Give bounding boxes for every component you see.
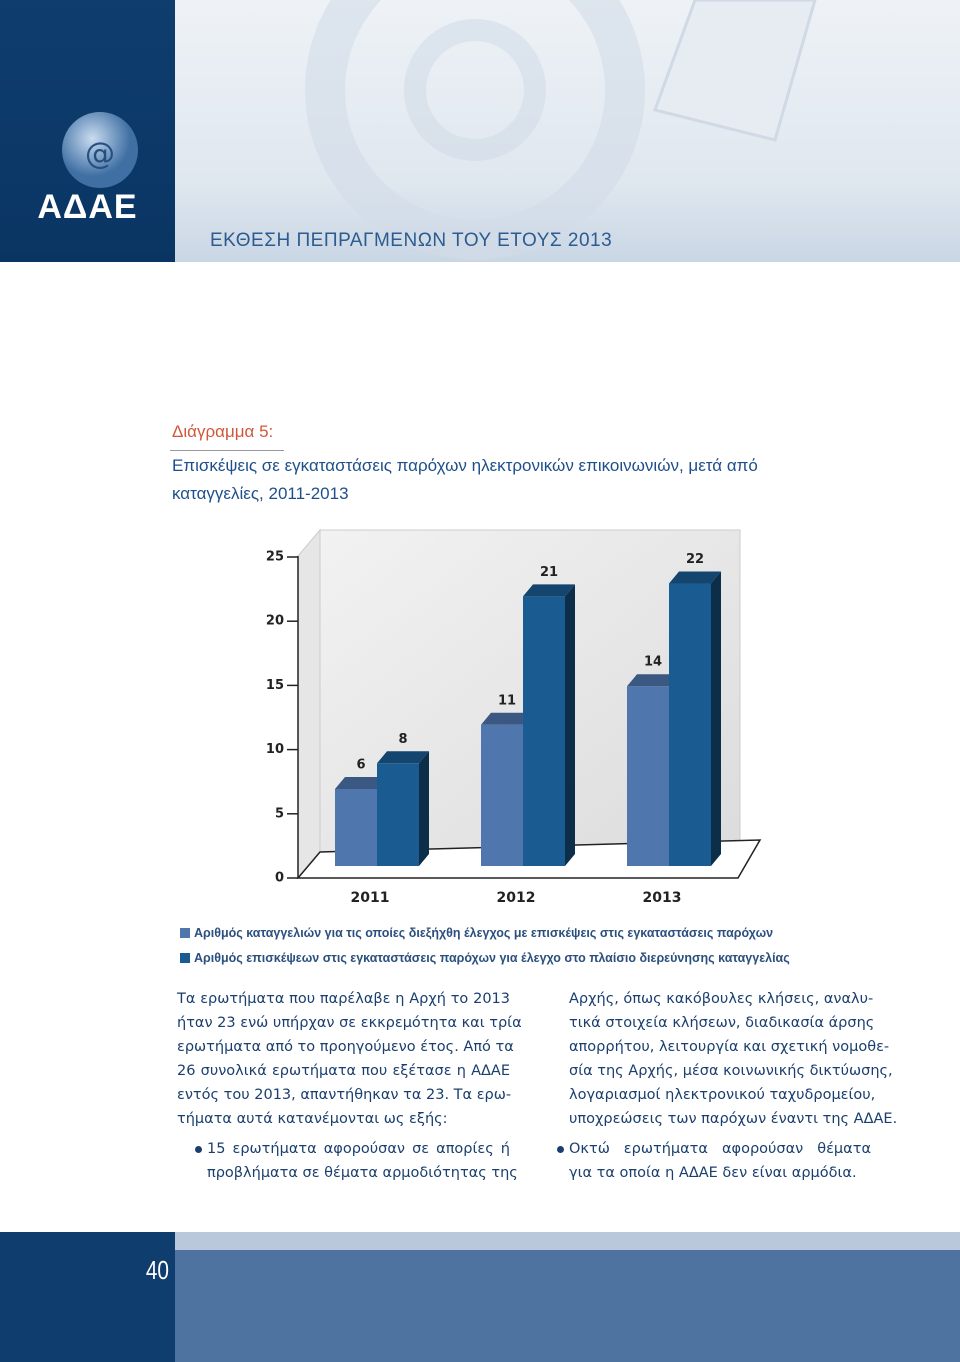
value-label: 8 — [398, 732, 407, 747]
header-art — [305, 0, 817, 260]
y-tick-label: 0 — [275, 871, 284, 886]
chart-title: Επισκέψεις σε εγκαταστάσεις παρόχων ηλεκ… — [172, 456, 758, 503]
text-line: τήματα αυτά κατανέμονται ως εξής: — [177, 1111, 448, 1127]
bullet-dot — [195, 1146, 202, 1153]
bar-top — [627, 674, 679, 687]
text-line: 15 ερωτήματα αφορούσαν σε απορίες ή — [207, 1141, 510, 1157]
text-line: ήταν 23 ενώ υπήρχαν σε εκκρεμότητα και τ… — [177, 1015, 522, 1031]
bar-top — [335, 776, 387, 789]
logo-emblem: @ — [62, 112, 138, 188]
value-label: 11 — [498, 693, 516, 708]
text-line: προβλήματα σε θέματα αρμοδιότητας της — [207, 1165, 518, 1181]
bar-top — [669, 571, 721, 584]
footer-band — [175, 1232, 960, 1250]
y-tick-label: 5 — [275, 806, 284, 821]
bar-front — [627, 686, 669, 866]
y-tick-label: 20 — [266, 614, 284, 629]
text-line: υποχρεώσεις των παρόχων έναντι της ΑΔΑΕ. — [569, 1111, 898, 1127]
chart: 0 5 10 15 20 25 2011 6 8 2012 11 21 2013 14 22 — [266, 528, 762, 906]
bar-front — [377, 763, 419, 866]
bullet-item: Οκτώ ερωτήματα αφορούσαν θέματα για τα οπ… — [557, 1137, 871, 1185]
bar-front — [669, 583, 711, 866]
text-line: απορρήτου, λειτουργία και σχετική νομοθε… — [569, 1039, 890, 1055]
bullet-dot — [557, 1146, 564, 1153]
legend-entry: Αριθμός καταγγελιών για τις οποίες διεξή… — [180, 926, 773, 940]
side-wall — [297, 528, 321, 880]
value-label: 14 — [644, 655, 662, 670]
bar-side — [419, 751, 429, 866]
bullet-item: 15 ερωτήματα αφορούσαν σε απορίες ή προβλ… — [195, 1137, 518, 1185]
value-label: 6 — [356, 757, 365, 772]
bar-front — [481, 724, 523, 866]
y-tick-label: 15 — [266, 678, 284, 693]
legend-swatch — [180, 953, 190, 963]
bar-top — [481, 712, 533, 725]
legend-label: Αριθμός καταγγελιών για τις οποίες διεξή… — [194, 926, 774, 940]
header-logo-panel: @ — [0, 0, 175, 262]
legend-label: Αριθμός επισκέψεων στις εγκαταστάσεις πα… — [194, 951, 790, 965]
bar-top — [523, 584, 575, 597]
text-column: Τα ερωτήματα που παρέλαβε η Αρχή το 2013… — [177, 987, 522, 1185]
legend-entry: Αριθμός επισκέψεων στις εγκαταστάσεις πα… — [180, 951, 790, 965]
page-number: 40 — [145, 1255, 169, 1285]
bar-side — [711, 571, 721, 866]
chart-label: Διάγραμμα 5: — [172, 422, 274, 441]
text-line: σία της Αρχής, μέσα κοινωνικής δικτύωσης… — [569, 1063, 893, 1079]
text-line: ερωτήματα από το προηγούμενο έτος. Από τ… — [177, 1039, 514, 1055]
rule — [170, 450, 284, 451]
bar-front — [335, 788, 377, 866]
text-line: Οκτώ ερωτήματα αφορούσαν θέματα — [569, 1141, 871, 1157]
y-tick-label: 10 — [266, 742, 284, 757]
text-line: Τα ερωτήματα που παρέλαβε η Αρχή το 2013 — [177, 991, 510, 1007]
bar-side — [565, 584, 575, 866]
bar-top — [377, 751, 429, 764]
header-band — [175, 0, 960, 262]
footer-band — [175, 1250, 960, 1362]
text-line: για τα οποία η ΑΔΑΕ δεν είναι αρμόδια. — [569, 1165, 857, 1181]
text-line: εντός του 2013, απαντήθηκαν τα 23. Τα ερ… — [177, 1087, 512, 1103]
footer-panel — [0, 1232, 175, 1362]
x-tick-label: 2012 — [497, 890, 536, 906]
logo-text: ΑΔΑΕ — [37, 188, 138, 226]
text-line: λογαριασμοί ηλεκτρονικού ταχυδρομείου, — [569, 1087, 876, 1103]
legend-swatch — [180, 928, 190, 938]
text-column: Αρχής, όπως κακόβουλες κλήσεις, αναλυ-τι… — [557, 987, 898, 1185]
x-tick-label: 2011 — [351, 890, 390, 906]
text-line: Αρχής, όπως κακόβουλες κλήσεις, αναλυ- — [569, 991, 874, 1007]
value-label: 22 — [686, 552, 704, 567]
text-line: 26 συνολικά ερωτήματα που εξέτασε η ΑΔΑΕ — [177, 1063, 510, 1079]
x-tick-label: 2013 — [643, 890, 682, 906]
value-label: 21 — [540, 565, 558, 580]
y-tick-label: 25 — [266, 550, 284, 565]
bar-front — [523, 596, 565, 866]
text-line: τικά στοιχεία κλήσεων, διαδικασία άρσης — [569, 1015, 875, 1031]
svg-text:@: @ — [85, 137, 115, 172]
header-title: ΕΚΘΕΣΗ ΠΕΠΡΑΓΜΕΝΩΝ ΤΟΥ ΕΤΟΥΣ 2013 — [210, 230, 613, 251]
